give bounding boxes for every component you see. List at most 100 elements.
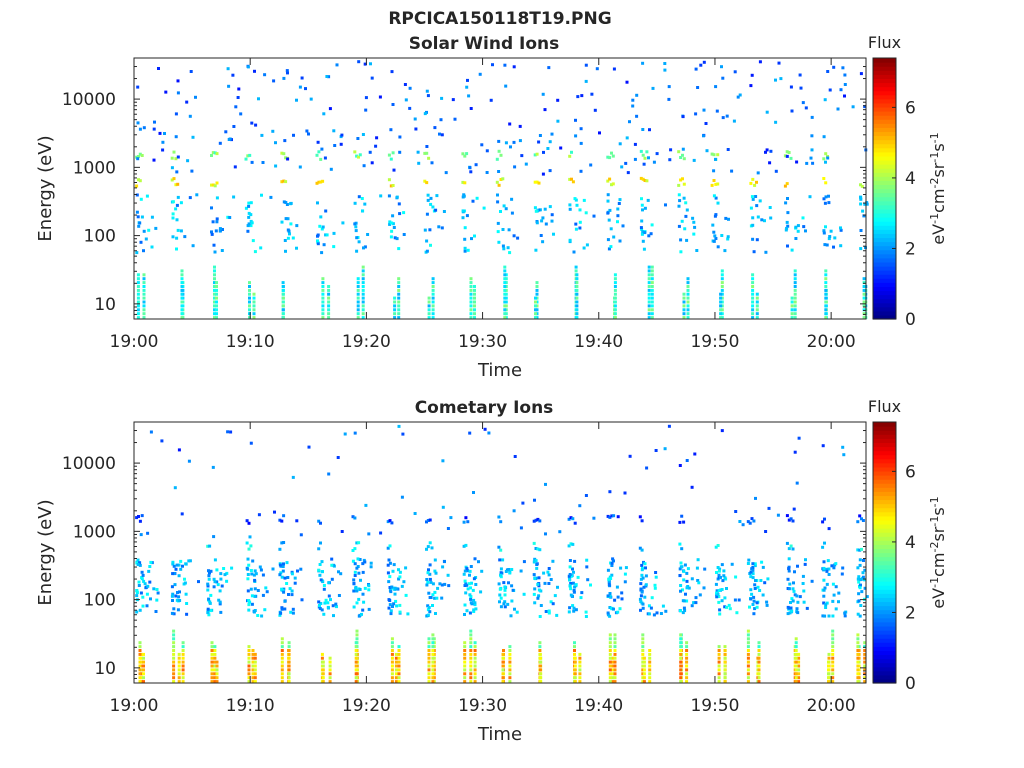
colorbar-segment [873, 442, 896, 448]
heatmap-cell [224, 130, 228, 134]
heatmap-cell [364, 503, 368, 507]
heatmap-cell [469, 170, 473, 174]
heatmap-cell [253, 668, 257, 672]
heatmap-cell [175, 598, 179, 602]
heatmap-cell [213, 672, 217, 676]
heatmap-cell [443, 582, 447, 586]
heatmap-cell [749, 588, 753, 592]
heatmap-cell [469, 629, 473, 633]
heatmap-cell [425, 212, 429, 216]
colorbar-tick-label: 4 [905, 533, 916, 553]
heatmap-cell [142, 664, 145, 668]
heatmap-cell [369, 565, 373, 569]
heatmap-cell [473, 664, 477, 668]
heatmap-cell [720, 429, 724, 433]
heatmap-cell [503, 308, 507, 312]
heatmap-cell [330, 563, 334, 567]
heatmap-cell [253, 676, 257, 680]
heatmap-cell [354, 676, 358, 680]
heatmap-cell [608, 668, 612, 672]
heatmap-cell [796, 229, 800, 233]
heatmap-cell [720, 292, 724, 296]
heatmap-cell [863, 641, 867, 645]
heatmap-cell [858, 548, 862, 552]
heatmap-cell [551, 602, 555, 606]
x-tick-label: 19:10 [226, 332, 275, 352]
heatmap-cell [180, 277, 184, 281]
heatmap-cell [391, 103, 395, 106]
heatmap-cell [623, 491, 627, 495]
heatmap-cell [288, 587, 292, 591]
heatmap-cell [858, 558, 862, 562]
heatmap-cell [387, 598, 391, 602]
heatmap-cell [620, 165, 624, 169]
heatmap-cell [608, 680, 612, 684]
heatmap-cell [716, 592, 720, 596]
heatmap-cell [791, 587, 795, 591]
heatmap-cell [215, 196, 219, 200]
heatmap-cell [860, 547, 863, 551]
heatmap-cell [280, 637, 284, 641]
heatmap-cell [503, 304, 507, 308]
colorbar-segment [873, 102, 896, 108]
heatmap-cell [793, 296, 797, 300]
heatmap-cell [546, 570, 550, 574]
heatmap-cell [831, 664, 835, 668]
heatmap-cell [327, 594, 331, 598]
heatmap-cell [824, 181, 828, 185]
heatmap-cell [831, 668, 835, 672]
heatmap-cell [507, 228, 511, 232]
heatmap-cell [465, 609, 469, 613]
heatmap-cell [397, 304, 401, 308]
heatmap-cell [172, 672, 176, 676]
heatmap-cell [664, 609, 668, 613]
heatmap-cell [616, 610, 620, 614]
heatmap-cell [694, 596, 698, 600]
heatmap-cell [355, 236, 359, 240]
heatmap-cell [247, 521, 251, 525]
heatmap-cell [287, 672, 291, 676]
heatmap-cell [774, 78, 777, 82]
heatmap-cell [827, 614, 831, 618]
heatmap-cell [361, 304, 365, 308]
heatmap-cell [650, 288, 654, 292]
heatmap-cell [705, 149, 709, 153]
heatmap-cell [790, 300, 794, 304]
heatmap-cell [353, 562, 357, 566]
heatmap-cell [180, 273, 184, 277]
heatmap-cell [535, 563, 539, 566]
heatmap-cell [719, 296, 723, 300]
heatmap-cell [174, 157, 178, 161]
heatmap-cell [321, 296, 325, 300]
heatmap-cell [138, 664, 142, 668]
heatmap-cell [856, 641, 860, 645]
heatmap-cell [692, 232, 696, 236]
heatmap-cell [245, 566, 249, 570]
heatmap-cell [431, 593, 435, 597]
heatmap-cell [543, 108, 547, 112]
heatmap-cell [501, 228, 505, 231]
heatmap-cell [352, 578, 356, 582]
heatmap-cell [474, 607, 478, 611]
heatmap-cell [518, 139, 522, 143]
heatmap-cell [606, 155, 610, 159]
heatmap-cell [861, 209, 865, 213]
heatmap-cell [613, 633, 617, 637]
heatmap-cell [188, 196, 192, 200]
heatmap-cell [207, 577, 211, 581]
heatmap-cell [393, 304, 397, 308]
heatmap-cell [397, 424, 401, 428]
heatmap-cell [608, 672, 612, 676]
heatmap-cell [171, 235, 175, 239]
heatmap-cell [361, 592, 365, 596]
heatmap-cell [251, 680, 255, 684]
heatmap-cell [679, 645, 683, 649]
heatmap-cell [754, 579, 757, 582]
heatmap-cell [826, 559, 830, 563]
heatmap-cell [717, 595, 721, 598]
heatmap-cell [282, 562, 285, 566]
colorbar-segment [873, 511, 896, 517]
heatmap-cell [431, 649, 435, 652]
heatmap-cell [810, 148, 814, 152]
heatmap-cell [356, 288, 360, 292]
